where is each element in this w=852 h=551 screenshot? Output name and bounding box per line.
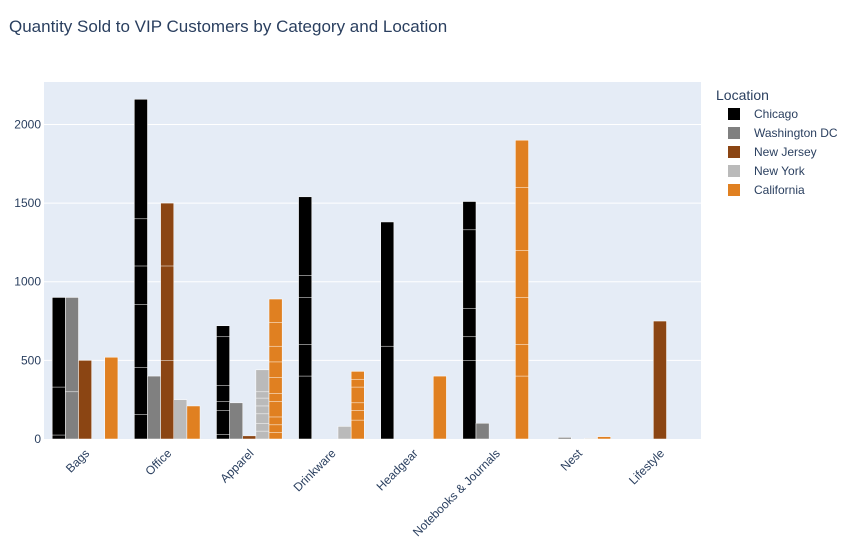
- bar-outline: [186, 405, 201, 440]
- bar-chicago-bags[interactable]: [52, 297, 66, 439]
- bar-new-york-office[interactable]: [173, 399, 187, 439]
- bar-california-apparel[interactable]: [269, 299, 283, 439]
- bar-washington-dc-bags[interactable]: [65, 297, 79, 439]
- y-tick-label: 1500: [14, 196, 41, 210]
- bar-outline: [462, 201, 477, 440]
- grid-lines: [44, 123, 701, 361]
- bar-washington-dc-office[interactable]: [147, 376, 161, 439]
- legend-title: Location: [716, 87, 769, 103]
- bar-new-jersey-office[interactable]: [160, 203, 174, 439]
- bar-new-york-apparel[interactable]: [255, 369, 270, 439]
- bar-washington-dc-nest[interactable]: [558, 437, 572, 439]
- legend-swatch-california[interactable]: [728, 184, 740, 196]
- y-tick-label: 0: [34, 432, 41, 446]
- bar-outline: [557, 437, 572, 440]
- bar-chicago-office[interactable]: [134, 99, 148, 439]
- x-tick-label-lifestyle: Lifestyle: [626, 446, 667, 487]
- bar-washington-dc-apparel[interactable]: [229, 402, 243, 439]
- legend-swatch-new-york[interactable]: [728, 165, 740, 177]
- x-tick-label-apparel: Apparel: [217, 446, 256, 485]
- y-tick-label: 2000: [14, 117, 41, 131]
- bar-outline: [597, 436, 611, 440]
- y-tick-label: 1000: [14, 275, 41, 289]
- bar-outline: [229, 402, 243, 440]
- bar-california-bags[interactable]: [104, 357, 118, 439]
- bar-new-jersey-bags[interactable]: [78, 360, 92, 439]
- legend-label-new-jersey[interactable]: New Jersey: [754, 145, 817, 159]
- legend-label-chicago[interactable]: Chicago: [754, 107, 798, 121]
- legend-swatch-chicago[interactable]: [728, 108, 740, 120]
- bar-outline: [78, 360, 92, 440]
- bar-outline: [350, 371, 365, 440]
- legend-label-california[interactable]: California: [754, 183, 805, 197]
- bar-outline: [160, 202, 175, 440]
- bar-california-headgear[interactable]: [433, 376, 447, 439]
- bar-chicago-notebooks-journals[interactable]: [462, 201, 476, 439]
- legend-swatch-new-jersey[interactable]: [728, 146, 740, 158]
- bar-california-notebooks-journals[interactable]: [515, 140, 529, 439]
- bar-outline: [515, 139, 529, 440]
- bar-outline: [475, 423, 490, 440]
- x-tick-label-office: Office: [142, 446, 174, 478]
- bar-chicago-headgear[interactable]: [380, 221, 394, 439]
- bar-outline: [433, 375, 447, 440]
- bar-new-york-nest[interactable]: [584, 438, 598, 439]
- bar-new-jersey-apparel[interactable]: [242, 435, 256, 439]
- legend-label-new-york[interactable]: New York: [754, 164, 806, 178]
- bar-chicago-apparel[interactable]: [216, 325, 230, 439]
- bar-outline: [653, 320, 667, 440]
- chart-title: Quantity Sold to VIP Customers by Catego…: [9, 17, 447, 36]
- y-axis-ticks: 0 500 1000 1500 2000: [14, 117, 41, 446]
- x-tick-label-drinkware: Drinkware: [291, 446, 339, 494]
- x-tick-label-bags: Bags: [63, 446, 92, 475]
- bar-washington-dc-notebooks-journals[interactable]: [475, 423, 490, 439]
- legend: Location Chicago Washington DC New Jersey N…: [716, 87, 838, 197]
- bar-outline: [268, 298, 283, 440]
- bar-outline: [298, 196, 312, 440]
- bar-california-nest[interactable]: [597, 436, 611, 439]
- x-tick-label-headgear: Headgear: [374, 446, 421, 493]
- y-tick-label: 500: [21, 353, 41, 367]
- bar-new-jersey-lifestyle[interactable]: [653, 321, 667, 439]
- bar-outline: [104, 356, 119, 440]
- x-tick-label-notebooks-journals: Notebooks & Journals: [410, 446, 503, 539]
- bar-california-drinkware[interactable]: [351, 371, 365, 439]
- bar-california-office[interactable]: [186, 405, 201, 439]
- bar-new-york-drinkware[interactable]: [338, 426, 352, 439]
- bars: [51, 99, 667, 440]
- bar-outline: [216, 325, 230, 440]
- legend-swatch-washington-dc[interactable]: [728, 127, 740, 139]
- bar-outline: [380, 221, 395, 440]
- legend-label-washington-dc[interactable]: Washington DC: [754, 126, 838, 140]
- bar-outline: [134, 99, 148, 440]
- x-axis-ticks: Bags Office Apparel Drinkware HeadgearNotebo…: [63, 446, 667, 539]
- x-tick-label-nest: Nest: [558, 446, 586, 474]
- bar-chicago-drinkware[interactable]: [298, 196, 312, 439]
